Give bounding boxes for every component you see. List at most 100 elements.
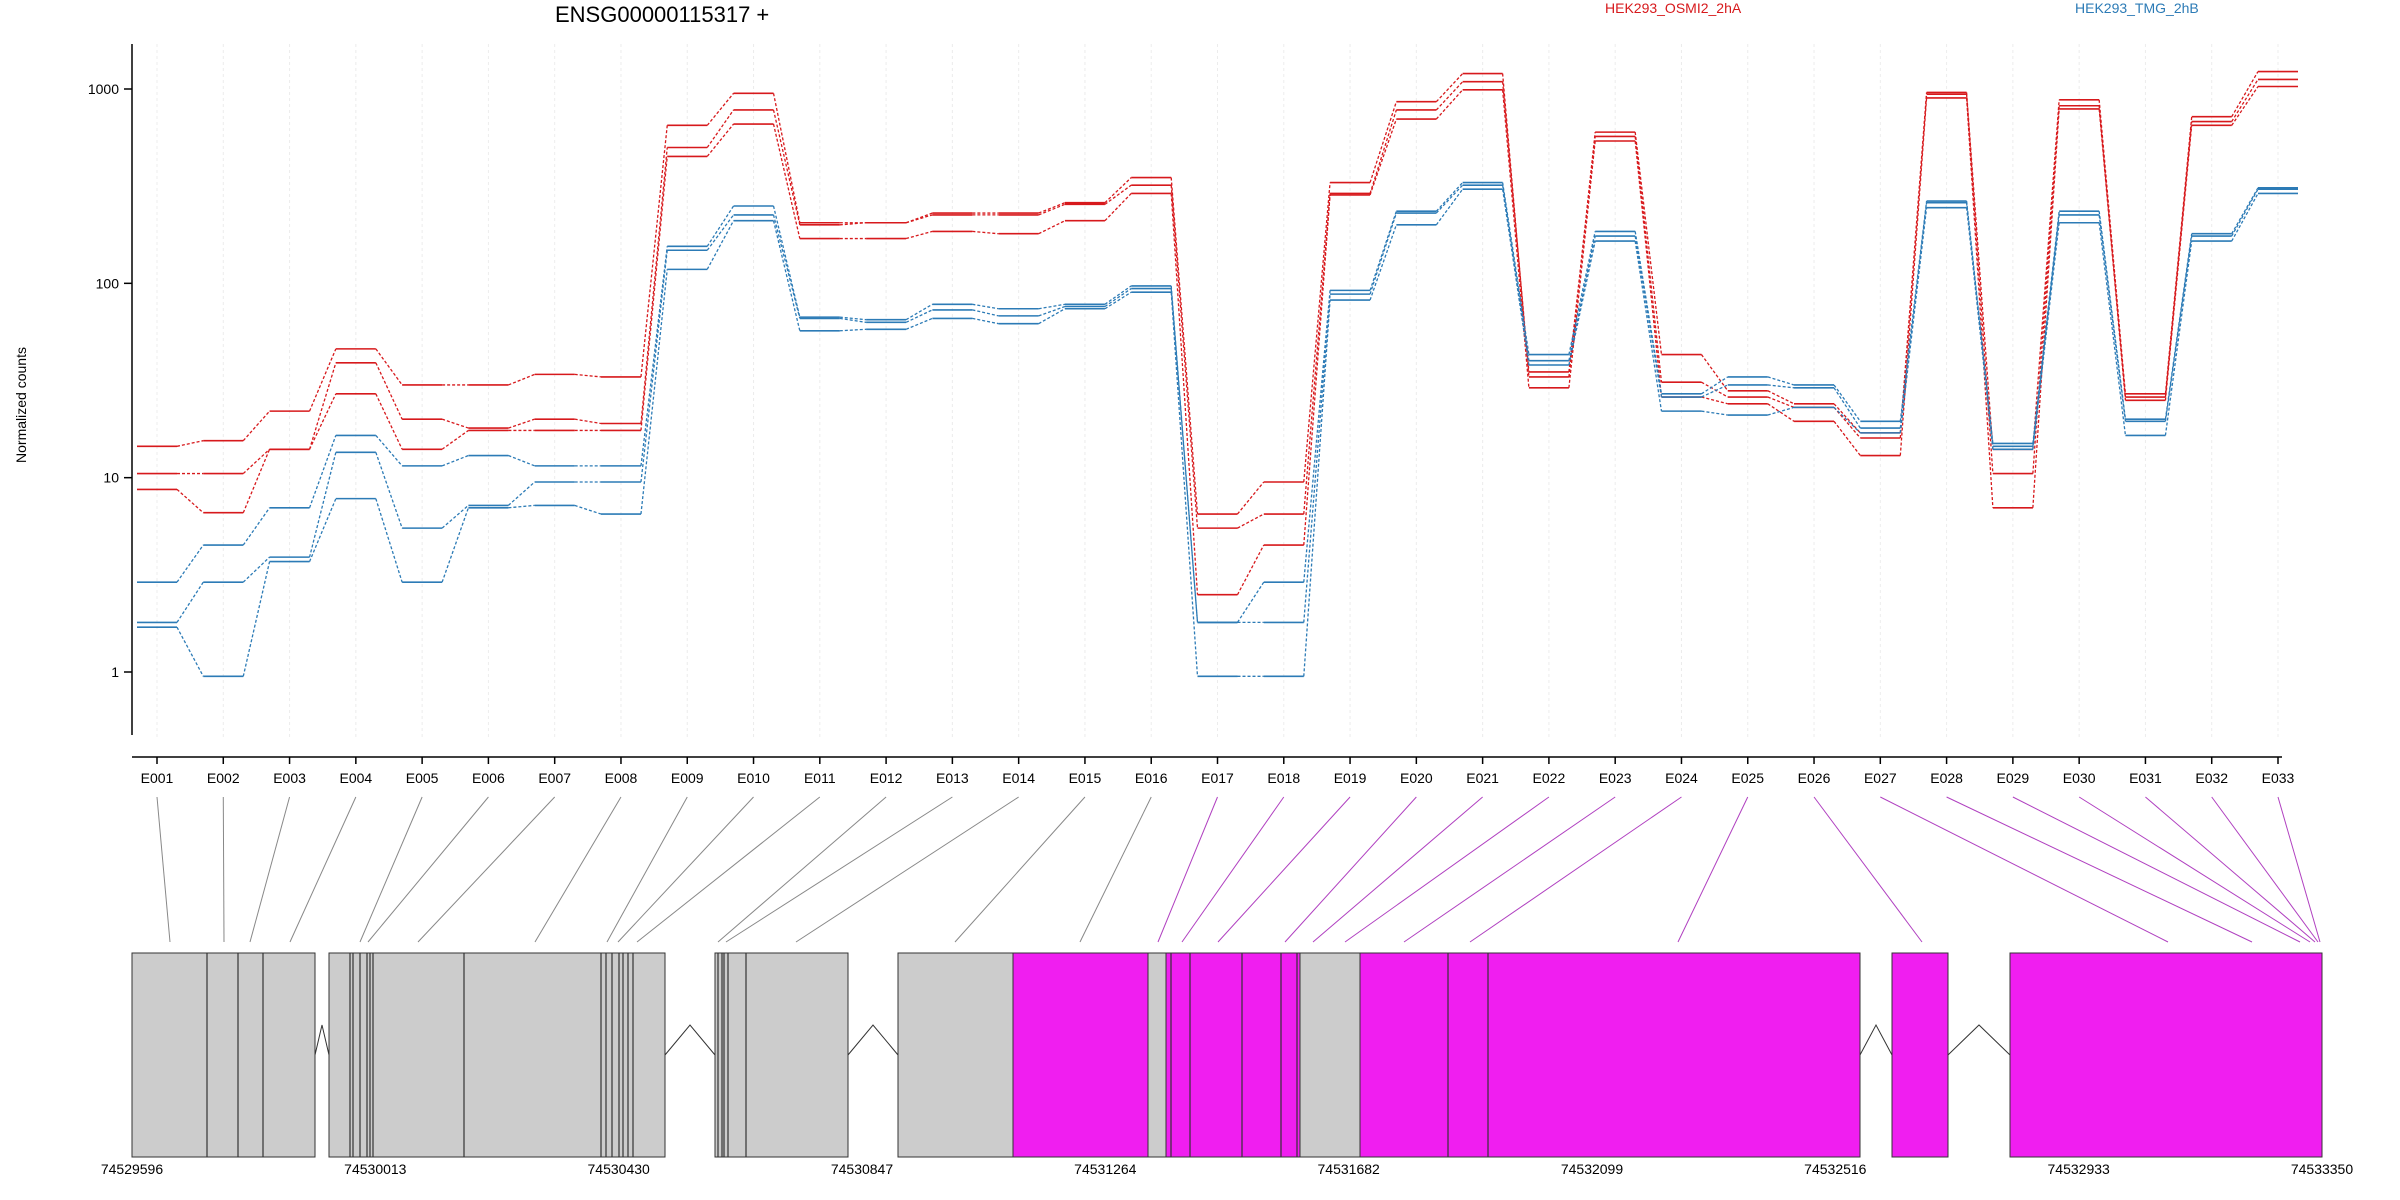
series-connector bbox=[772, 214, 801, 319]
series-connector bbox=[1369, 118, 1397, 196]
series-connector bbox=[2164, 121, 2193, 398]
exon-connector bbox=[1880, 796, 2169, 943]
series-connector bbox=[1435, 182, 1464, 212]
series-connector bbox=[972, 309, 999, 317]
series-connector bbox=[1303, 290, 1331, 583]
series-connector bbox=[839, 317, 867, 323]
series-connector bbox=[1965, 207, 1994, 450]
x-tick-label: E003 bbox=[273, 770, 306, 786]
series-connector bbox=[1170, 177, 1199, 515]
series-connector bbox=[839, 222, 867, 226]
series-connector bbox=[2231, 71, 2259, 118]
coordinate-label: 74532099 bbox=[1561, 1161, 1624, 1177]
series-connector bbox=[1369, 212, 1397, 295]
exon-connector bbox=[2145, 796, 2316, 943]
exon-connector bbox=[1284, 796, 1417, 943]
series-connector bbox=[2164, 125, 2193, 401]
series-5 bbox=[137, 184, 2298, 624]
series-connector bbox=[2098, 222, 2127, 436]
series-connector bbox=[508, 373, 535, 386]
series-connector bbox=[1501, 89, 1530, 388]
series-connector bbox=[176, 626, 204, 677]
exon-connector bbox=[156, 796, 171, 943]
series-connector bbox=[1369, 101, 1397, 183]
series-connector bbox=[507, 481, 536, 506]
y-tick-label: 10 bbox=[103, 470, 119, 486]
x-tick-label: E031 bbox=[2129, 770, 2162, 786]
series-connector bbox=[1237, 513, 1265, 529]
series-connector bbox=[176, 440, 204, 447]
series-connector bbox=[1899, 207, 1928, 433]
series-connector bbox=[1700, 354, 1729, 392]
coordinate-label: 74529596 bbox=[101, 1161, 164, 1177]
series-connector bbox=[1369, 211, 1397, 291]
series-connector bbox=[1833, 384, 1861, 422]
series-connector bbox=[1568, 231, 1596, 355]
exon-connector bbox=[222, 796, 225, 943]
series-connector bbox=[308, 452, 337, 558]
x-tick-label: E033 bbox=[2262, 770, 2295, 786]
series-connector bbox=[772, 123, 801, 239]
tested-exon-block bbox=[1891, 952, 1949, 1158]
series-connector bbox=[2032, 214, 2060, 447]
exon-connector bbox=[636, 796, 821, 943]
series-connector bbox=[706, 123, 735, 157]
x-tick-label: E027 bbox=[1864, 770, 1897, 786]
series-connector bbox=[706, 109, 735, 148]
x-tick-label: E015 bbox=[1069, 770, 1102, 786]
series-connector bbox=[640, 156, 668, 431]
series-connector bbox=[640, 246, 668, 466]
exon-connector bbox=[2211, 796, 2319, 943]
series-connector bbox=[441, 454, 469, 467]
exon-connector bbox=[1181, 796, 1285, 943]
exon-connector bbox=[2012, 796, 2301, 943]
series-connector bbox=[1369, 224, 1397, 301]
exon-block bbox=[131, 952, 316, 1158]
vertical-gridlines bbox=[156, 44, 2279, 740]
exon-connector bbox=[1079, 796, 1152, 943]
exon-connector bbox=[1312, 796, 1483, 943]
series-connector bbox=[905, 230, 933, 240]
series-connector bbox=[375, 362, 403, 420]
x-tick-label: E005 bbox=[406, 770, 439, 786]
series-connector bbox=[1568, 235, 1596, 361]
coordinate-label: 74530013 bbox=[344, 1161, 407, 1177]
series-connector bbox=[242, 556, 271, 583]
series-connector bbox=[1833, 420, 1861, 456]
x-tick-label: E004 bbox=[339, 770, 372, 786]
series-connector bbox=[1701, 396, 1728, 405]
series-connector bbox=[905, 214, 933, 224]
exon-connector bbox=[2078, 796, 2311, 943]
gene-model bbox=[131, 952, 2323, 1158]
x-tick-label: E013 bbox=[936, 770, 969, 786]
series-connector bbox=[905, 212, 933, 224]
x-tick-label: E017 bbox=[1201, 770, 1234, 786]
series-connector bbox=[375, 434, 403, 467]
series-connector bbox=[1038, 308, 1066, 325]
exon-connector bbox=[954, 796, 1086, 943]
series-connector bbox=[1303, 193, 1331, 515]
x-tick-label: E012 bbox=[870, 770, 903, 786]
series-connector bbox=[308, 435, 337, 508]
series-connector bbox=[1701, 376, 1729, 395]
series-connector bbox=[972, 303, 999, 310]
series-connector bbox=[972, 317, 999, 325]
x-tick-label: E024 bbox=[1665, 770, 1698, 786]
series-connector bbox=[1701, 381, 1729, 398]
x-axis: E001 E002 E003 E004 E005 E006 E007 E008 E009 E010… bbox=[132, 756, 2295, 786]
series-connector bbox=[1038, 203, 1066, 216]
exon-connector bbox=[417, 796, 556, 943]
series-connector bbox=[1767, 403, 1795, 422]
y-tick-label: 1000 bbox=[88, 81, 119, 97]
series-connector bbox=[640, 147, 668, 424]
series-connector bbox=[1634, 240, 1663, 412]
series-connector bbox=[706, 205, 735, 247]
exon-connector bbox=[717, 796, 887, 943]
series-connector bbox=[2231, 79, 2259, 122]
series-connector bbox=[1965, 97, 1994, 508]
exon-connector bbox=[1217, 796, 1351, 943]
series-connector bbox=[1568, 140, 1596, 388]
series-connector bbox=[242, 410, 271, 442]
chart-title: ENSG00000115317 + bbox=[555, 2, 769, 27]
